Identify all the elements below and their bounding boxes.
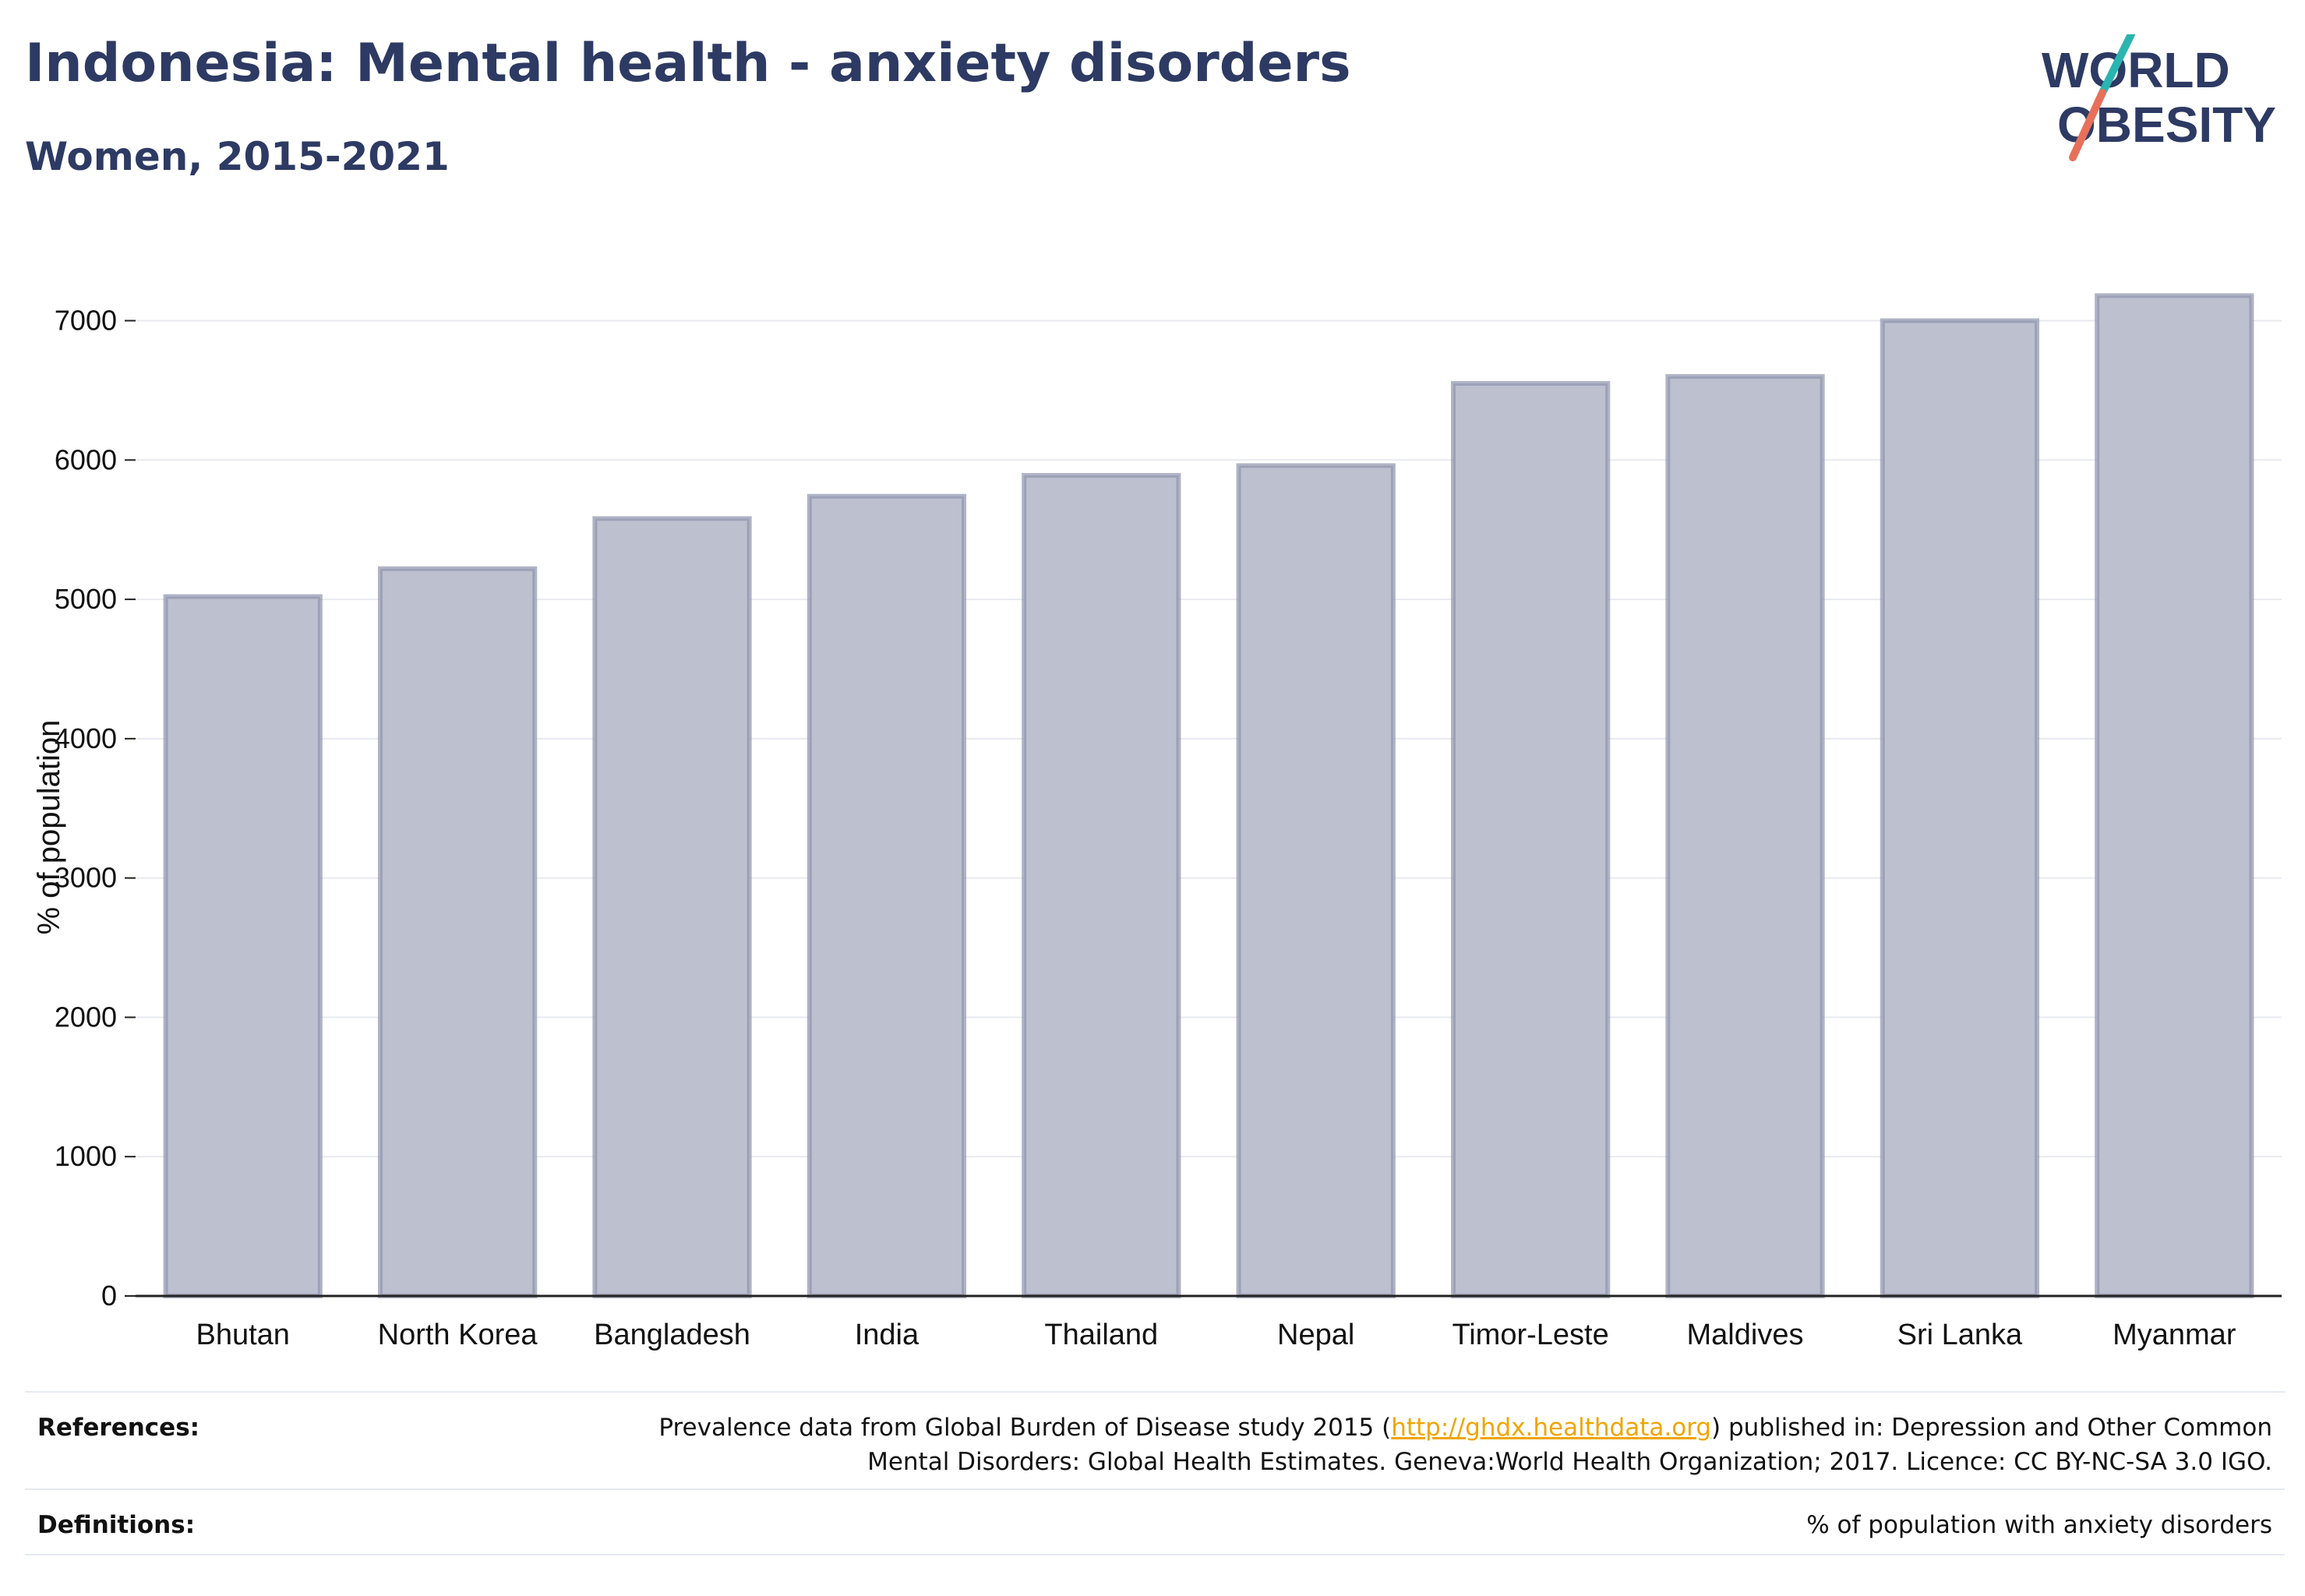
- definitions-text: % of population with anxiety disorders: [1806, 1511, 2272, 1539]
- x-tick-label: Sri Lanka: [1897, 1319, 2023, 1351]
- references-link[interactable]: http://ghdx.healthdata.org: [1391, 1414, 1712, 1442]
- footer-divider-middle: [25, 1488, 2285, 1490]
- references-text-line2: Mental Disorders: Global Health Estimate…: [867, 1448, 2272, 1476]
- y-tick-label: 0: [101, 1280, 117, 1312]
- references-label: References:: [37, 1414, 200, 1442]
- bar-bangladesh: [592, 516, 752, 1298]
- x-tick-label: Myanmar: [2113, 1319, 2236, 1351]
- chart-title: Indonesia: Mental health - anxiety disor…: [25, 33, 1351, 94]
- chart-subtitle: Women, 2015-2021: [25, 134, 450, 179]
- references-text-pre: Prevalence data from Global Burden of Di…: [658, 1414, 1392, 1442]
- bar-thailand: [1022, 472, 1181, 1298]
- references-text-post: ) published in: Depression and Other Com…: [1711, 1414, 2272, 1442]
- bar-sri-lanka: [1880, 318, 2040, 1298]
- y-tick-label: 7000: [55, 305, 117, 337]
- logo-text-world: WORLD: [2042, 42, 2230, 98]
- y-tick-label: 5000: [55, 583, 117, 615]
- x-tick-label: Timor-Leste: [1452, 1319, 1608, 1351]
- y-axis-label: % of population: [32, 720, 66, 935]
- definitions-row: Definitions: % of population with anxiet…: [25, 1508, 2285, 1547]
- bar-nepal: [1236, 463, 1396, 1299]
- bar-north-korea: [377, 566, 538, 1298]
- y-tick-label: 6000: [55, 443, 117, 475]
- x-tick-label: Nepal: [1277, 1319, 1354, 1351]
- logo-slash-bottom: [2069, 89, 2106, 161]
- x-tick-label: India: [855, 1319, 920, 1351]
- x-tick-label: Thailand: [1044, 1319, 1158, 1351]
- x-tick-label: Maldives: [1687, 1319, 1804, 1351]
- x-tick-label: North Korea: [378, 1319, 538, 1351]
- references-text: Prevalence data from Global Burden of Di…: [658, 1411, 2272, 1479]
- bar-myanmar: [2095, 293, 2254, 1299]
- bar-chart: 0 1000 2000 3000 4000 5000 6000 7000 % of popula…: [32, 293, 2282, 1351]
- logo-slash-top: [2099, 34, 2135, 97]
- world-obesity-logo: WORLD OBESITY: [2042, 34, 2276, 161]
- y-tick-label: 4000: [55, 722, 117, 754]
- bar-bhutan: [163, 594, 323, 1298]
- bar-india: [807, 493, 967, 1298]
- bar-timor-leste: [1450, 380, 1611, 1299]
- x-tick-label: Bhutan: [196, 1319, 289, 1351]
- references-row: References: Prevalence data from Global …: [25, 1411, 2285, 1488]
- y-tick-label: 2000: [55, 1001, 117, 1033]
- y-tick-label: 1000: [55, 1140, 117, 1172]
- footer-divider-top: [25, 1391, 2285, 1393]
- definitions-label: Definitions:: [37, 1511, 196, 1539]
- y-tick-label: 3000: [55, 862, 117, 894]
- bar-maldives: [1665, 374, 1825, 1299]
- footer-divider-bottom: [25, 1554, 2285, 1555]
- x-tick-label: Bangladesh: [594, 1319, 750, 1351]
